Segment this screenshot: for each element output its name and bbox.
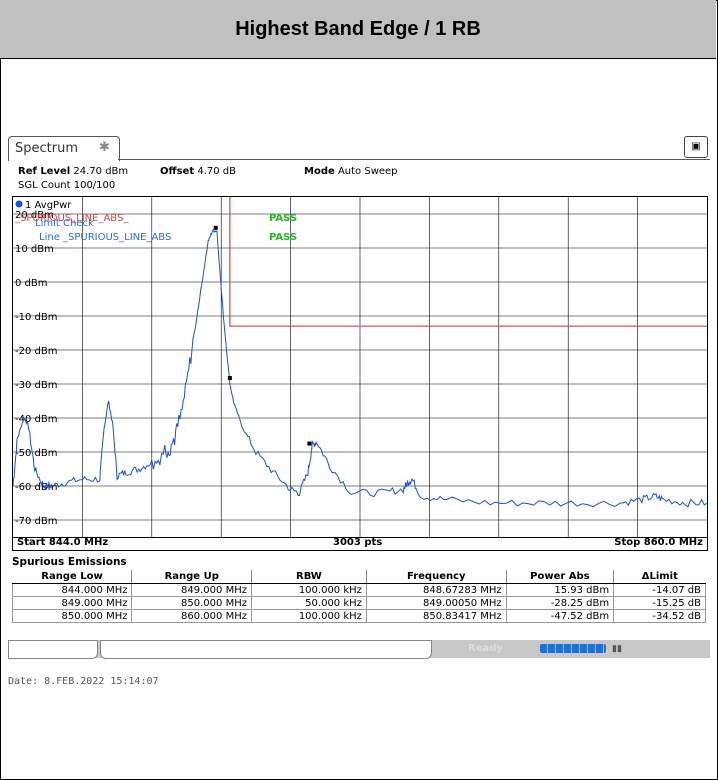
ref-level-info: Ref Level 24.70 dBm [18,166,128,177]
header-power-abs: Power Abs [505,570,614,584]
spurious-line-label: _SPURIOUS_LINE_ABS_ [14,213,129,224]
status-segment-left[interactable] [8,640,98,659]
y-tick-label: -10 dBm [15,312,57,323]
marker-point [213,225,218,230]
mode-info: Mode Auto Sweep [304,166,398,177]
table-row: 849.000 MHz 850.000 MHz 50.000 kHz 849.0… [11,596,706,610]
y-tick-label: 20 dBm [15,210,54,221]
start-frequency: Start 844.0 MHz [17,537,109,548]
y-tick-label: 10 dBm [15,244,54,255]
trace-label: 1 AvgPwr [25,200,72,211]
cell-frequency: 848.67283 MHz [365,583,507,597]
instrument-status-bar: Ready ▮▮ [8,640,710,659]
sweep-indicator-icon: ▮▮ [612,643,622,653]
cell-range-up: 850.000 MHz [131,596,252,610]
cell-frequency: 850.83417 MHz [365,609,507,623]
header-range-low: Range Low [12,570,132,584]
cell-range-low: 844.000 MHz [11,583,133,597]
spurious-emissions-table: Range Low Range Up RBW Frequency Power A… [11,570,706,623]
y-tick-label: -70 dBm [15,516,57,527]
sgl-count: SGL Count 100/100 [18,180,116,191]
cell-delta-limit: -34.52 dB [613,609,706,623]
cell-delta-limit: -14.07 dB [613,583,706,597]
frequency-status-bar: Start 844.0 MHz 3003 pts Stop 860.0 MHz [12,536,708,551]
tab-spectrum[interactable]: Spectrum ✱ [8,136,120,161]
limit-line-label: Line _SPURIOUS_LINE_ABS [39,232,171,243]
header-delta-limit: ΔLimit [613,570,706,584]
sweep-points: 3003 pts [333,537,383,548]
status-segment-message[interactable] [100,640,432,659]
cell-rbw: 100.000 kHz [250,583,367,597]
ref-level-value: 24.70 dBm [73,166,129,177]
spurious-emissions-title: Spurious Emissions [12,556,127,568]
marker-point [227,376,232,381]
gear-icon[interactable]: ✱ [99,140,110,155]
header-rbw: RBW [250,570,367,584]
page-title: Highest Band Edge / 1 RB [235,17,481,40]
pass-label: PASS [269,232,297,243]
limit-check-label: Limit Check [35,218,94,229]
marker-point [307,441,312,446]
y-tick-label: -40 dBm [15,414,57,425]
spectrum-trace [12,228,708,508]
table-header-row: Range Low Range Up RBW Frequency Power A… [12,570,706,584]
y-tick-label: -20 dBm [15,346,57,357]
y-tick-label: -30 dBm [15,380,57,391]
display-config-icon[interactable]: ▣ [684,136,708,158]
mode-label: Mode [304,166,335,177]
cell-power-abs: -28.25 dBm [505,596,615,610]
offset-value: 4.70 dB [197,166,236,177]
cell-range-up: 849.000 MHz [131,583,252,597]
pass-label: PASS [269,213,297,224]
spectrum-analyzer-window: Spectrum ✱ ▣ Ref Level 24.70 dBm Offset … [8,136,710,662]
date-stamp: Date: 8.FEB.2022 15:14:07 [8,676,159,687]
tab-spectrum-label: Spectrum [15,141,78,156]
tab-divider [118,159,710,160]
cell-power-abs: 15.93 dBm [505,583,615,597]
y-tick-label: -60 dBm [15,482,57,493]
cell-range-low: 849.000 MHz [11,596,133,610]
cell-frequency: 849.00050 MHz [365,596,507,610]
cell-delta-limit: -15.25 dB [613,596,706,610]
cell-power-abs: -47.52 dBm [505,609,615,623]
stop-frequency: Stop 860.0 MHz [614,537,703,548]
cell-range-up: 860.000 MHz [131,609,252,623]
offset-info: Offset 4.70 dB [160,166,236,177]
table-row: 850.000 MHz 860.000 MHz 100.000 kHz 850.… [11,609,706,623]
y-tick-label: 0 dBm [15,278,48,289]
page-header: Highest Band Edge / 1 RB [0,0,716,59]
offset-label: Offset [160,166,195,177]
ref-level-label: Ref Level [18,166,71,177]
cell-rbw: 100.000 kHz [250,609,367,623]
progress-meter [540,644,606,653]
header-range-up: Range Up [131,570,252,584]
cell-rbw: 50.000 kHz [250,596,367,610]
y-tick-label: -50 dBm [15,448,57,459]
limit-line [229,197,707,327]
ready-status: Ready [468,643,503,654]
spectrum-plot: 20 dBm 10 dBm 0 dBm -10 dBm -20 dBm -30 dBm -4… [12,196,708,538]
cell-range-low: 850.000 MHz [11,609,133,623]
table-row: 844.000 MHz 849.000 MHz 100.000 kHz 848.… [11,583,706,597]
trace-indicator-dot [15,200,23,208]
spectrum-plot-svg: 20 dBm 10 dBm 0 dBm -10 dBm -20 dBm -30 dBm -4… [12,197,708,537]
header-frequency: Frequency [365,570,507,584]
mode-value: Auto Sweep [337,166,398,177]
